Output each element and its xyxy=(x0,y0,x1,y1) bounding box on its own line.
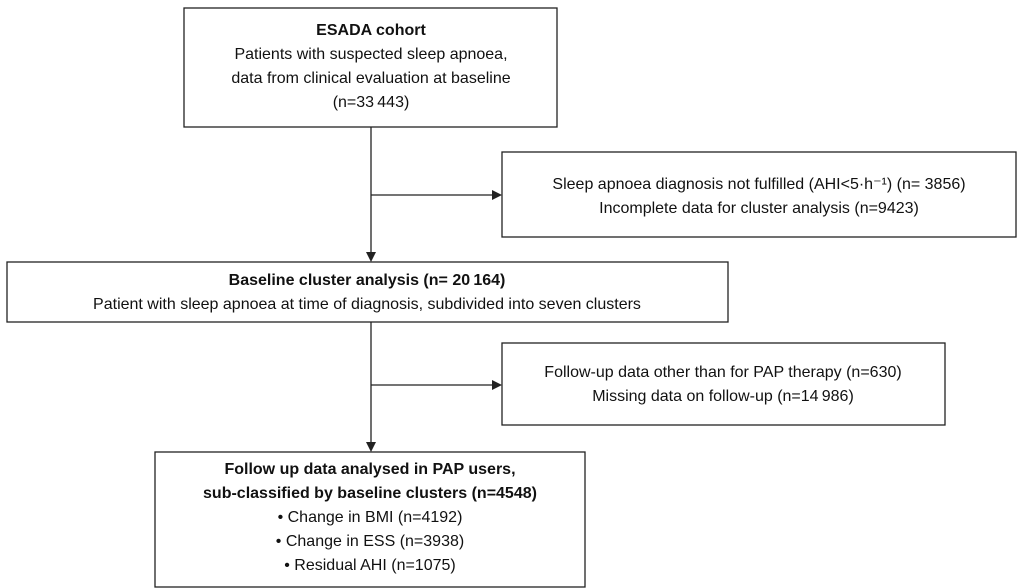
box xyxy=(154,451,586,588)
arrowhead xyxy=(366,442,376,452)
box-text: ESADA cohort xyxy=(316,22,426,39)
arrowhead xyxy=(366,252,376,262)
box-text: Baseline cluster analysis (n= 20 164) xyxy=(229,272,506,289)
box xyxy=(501,151,1017,238)
box-text: Follow-up data other than for PAP therap… xyxy=(544,364,901,381)
arrowhead xyxy=(492,190,502,200)
arrowhead xyxy=(492,380,502,390)
box-text: Follow up data analysed in PAP users, xyxy=(224,461,515,478)
box-text: data from clinical evaluation at baselin… xyxy=(231,70,510,87)
box-text: sub-classified by baseline clusters (n=4… xyxy=(203,485,537,502)
box-text: Patient with sleep apnoea at time of dia… xyxy=(93,296,641,313)
box-text: (n=33 443) xyxy=(333,94,410,111)
box-text: Missing data on follow-up (n=14 986) xyxy=(592,388,854,405)
box xyxy=(183,7,558,128)
box-text: • Residual AHI (n=1075) xyxy=(284,557,455,574)
box-text: Incomplete data for cluster analysis (n=… xyxy=(599,200,919,217)
box-text: • Change in ESS (n=3938) xyxy=(276,533,464,550)
box xyxy=(6,261,729,323)
box xyxy=(501,342,946,426)
box-text: Patients with suspected sleep apnoea, xyxy=(234,46,507,63)
box-text: • Change in BMI (n=4192) xyxy=(278,509,463,526)
box-text: Sleep apnoea diagnosis not fulfilled (AH… xyxy=(552,176,965,193)
